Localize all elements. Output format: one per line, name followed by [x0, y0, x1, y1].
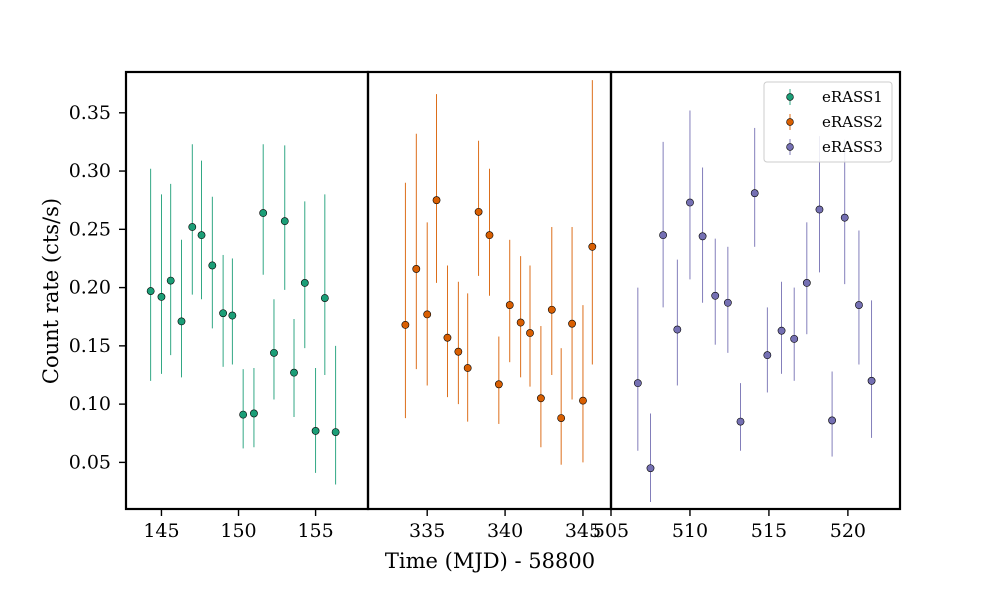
x-tick-label: 155 — [297, 520, 333, 542]
data-point — [723, 298, 732, 307]
data-point — [239, 410, 248, 419]
data-point — [516, 318, 525, 327]
data-point — [568, 319, 576, 328]
x-tick-label: 505 — [593, 520, 629, 542]
data-point — [633, 379, 642, 388]
panel-frame — [124, 70, 370, 511]
y-tick-label: 0.35 — [69, 102, 111, 124]
legend-entry-erass3: eRASS3 — [786, 138, 883, 156]
legend-box — [763, 81, 893, 163]
data-point — [505, 301, 514, 309]
legend-entry-erass1: eRASS1 — [786, 88, 883, 106]
legend-label: eRASS1 — [822, 88, 883, 106]
data-point — [300, 279, 309, 287]
data-point — [331, 428, 340, 436]
data-point — [750, 189, 759, 198]
data-point — [646, 464, 655, 473]
data-point — [790, 334, 799, 343]
legend-label: eRASS2 — [822, 113, 883, 131]
y-tick-label: 0.25 — [69, 218, 111, 240]
data-point — [320, 294, 329, 302]
y-axis: 0.05 0.10 0.15 0.20 0.25 0.30 0.35 — [69, 102, 126, 473]
data-point — [463, 364, 472, 372]
data-point — [711, 291, 720, 300]
x-tick-label: 510 — [672, 520, 708, 542]
data-point — [443, 333, 452, 342]
data-point — [828, 416, 836, 425]
data-point — [177, 317, 186, 326]
y-tick-label: 0.20 — [69, 277, 111, 299]
data-point — [815, 205, 824, 214]
data-point — [579, 396, 587, 405]
data-point — [412, 265, 421, 273]
data-point — [208, 261, 217, 270]
y-tick-label: 0.10 — [69, 393, 111, 415]
data-point — [454, 347, 463, 356]
x-tick-label: 340 — [487, 520, 523, 542]
data-point — [485, 231, 494, 240]
data-point — [698, 232, 707, 241]
data-point — [219, 309, 228, 318]
legend: eRASS1 eRASS2 eRASS3 — [763, 81, 893, 163]
data-point — [474, 207, 483, 216]
data-point — [494, 380, 503, 389]
x-tick-label: 145 — [143, 520, 179, 542]
panel-erass3: 505 510 515 520 — [593, 110, 876, 542]
x-tick-label: 520 — [830, 520, 866, 542]
data-point — [250, 409, 258, 418]
data-point — [547, 305, 556, 314]
data-point — [763, 351, 772, 360]
data-point — [280, 217, 289, 226]
panel-frame — [609, 70, 902, 511]
legend-marker — [786, 118, 794, 126]
panel-erass2: 335 340 345 — [401, 80, 601, 542]
legend-marker — [786, 143, 794, 151]
data-point — [157, 293, 166, 301]
data-point — [686, 198, 694, 207]
data-point — [867, 376, 876, 385]
data-point — [777, 326, 786, 335]
data-point — [311, 427, 320, 435]
data-point — [526, 329, 534, 337]
x-axis-label: Time (MJD) - 58800 — [385, 549, 595, 573]
y-tick-label: 0.05 — [69, 451, 111, 473]
data-point — [432, 196, 441, 205]
data-point — [537, 394, 545, 403]
data-point — [166, 276, 175, 285]
data-point — [270, 348, 278, 357]
legend-label: eRASS3 — [822, 138, 883, 156]
data-point — [228, 311, 237, 320]
y-axis-label: Count rate (cts/s) — [39, 198, 63, 384]
x-tick-label: 345 — [565, 520, 601, 542]
data-point — [290, 368, 298, 377]
y-tick-label: 0.30 — [69, 160, 111, 182]
x-tick-label: 515 — [751, 520, 787, 542]
data-point — [855, 301, 863, 309]
data-point — [188, 223, 197, 231]
data-point — [146, 287, 155, 295]
y-tick-label: 0.15 — [69, 335, 111, 357]
data-point — [401, 320, 410, 329]
data-point — [588, 242, 597, 251]
panel-erass1: 145 150 155 — [143, 144, 340, 542]
data-point — [659, 231, 668, 240]
data-point — [673, 325, 682, 334]
legend-marker — [786, 93, 794, 101]
data-point — [736, 417, 745, 426]
data-point — [259, 209, 268, 217]
data-point — [197, 231, 206, 240]
data-point — [802, 279, 811, 287]
data-point — [557, 414, 566, 423]
x-tick-label: 335 — [409, 520, 445, 542]
data-point — [423, 310, 432, 319]
data-point — [840, 213, 849, 222]
legend-entry-erass2: eRASS2 — [786, 113, 883, 131]
x-tick-label: 150 — [220, 520, 256, 542]
